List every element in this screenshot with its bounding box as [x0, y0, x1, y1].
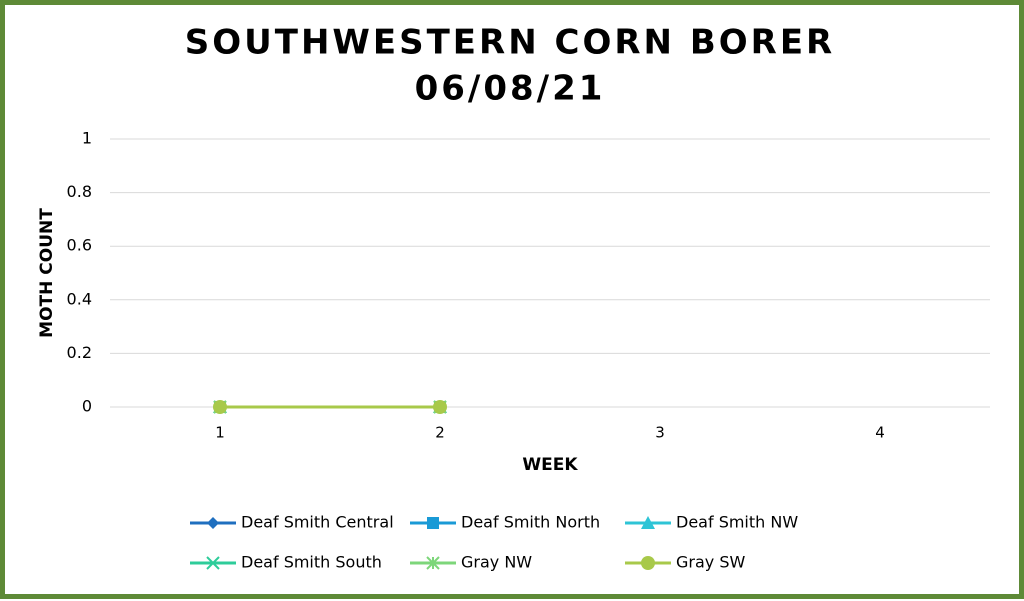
marker	[433, 400, 447, 414]
marker	[641, 516, 655, 529]
x-tick-label: 1	[215, 424, 225, 442]
x-tick-label: 3	[655, 424, 665, 442]
marker	[427, 517, 439, 529]
marker	[641, 556, 655, 570]
chart-subtitle: 06/08/21	[415, 69, 606, 109]
legend-label: Deaf Smith South	[241, 553, 382, 572]
y-tick-label: 0.6	[67, 236, 92, 255]
x-tick-label: 2	[435, 424, 445, 442]
y-tick-label: 0.4	[67, 289, 92, 308]
legend-label: Gray NW	[461, 553, 532, 572]
legend-label: Deaf Smith Central	[241, 513, 394, 532]
x-axis-label: WEEK	[522, 455, 578, 475]
legend-label: Deaf Smith NW	[676, 513, 798, 532]
chart-title: SOUTHWESTERN CORN BORER	[185, 23, 836, 63]
y-tick-label: 0.8	[67, 182, 92, 201]
y-tick-label: 0	[82, 397, 92, 416]
marker	[206, 556, 220, 570]
marker	[426, 556, 440, 570]
y-tick-label: 1	[82, 129, 92, 148]
y-axis-label: MOTH COUNT	[37, 208, 57, 338]
marker	[213, 400, 227, 414]
legend-label: Gray SW	[676, 553, 745, 572]
legend-label: Deaf Smith North	[461, 513, 600, 532]
x-tick-label: 4	[875, 424, 885, 442]
marker	[207, 517, 219, 529]
y-tick-label: 0.2	[67, 343, 92, 362]
